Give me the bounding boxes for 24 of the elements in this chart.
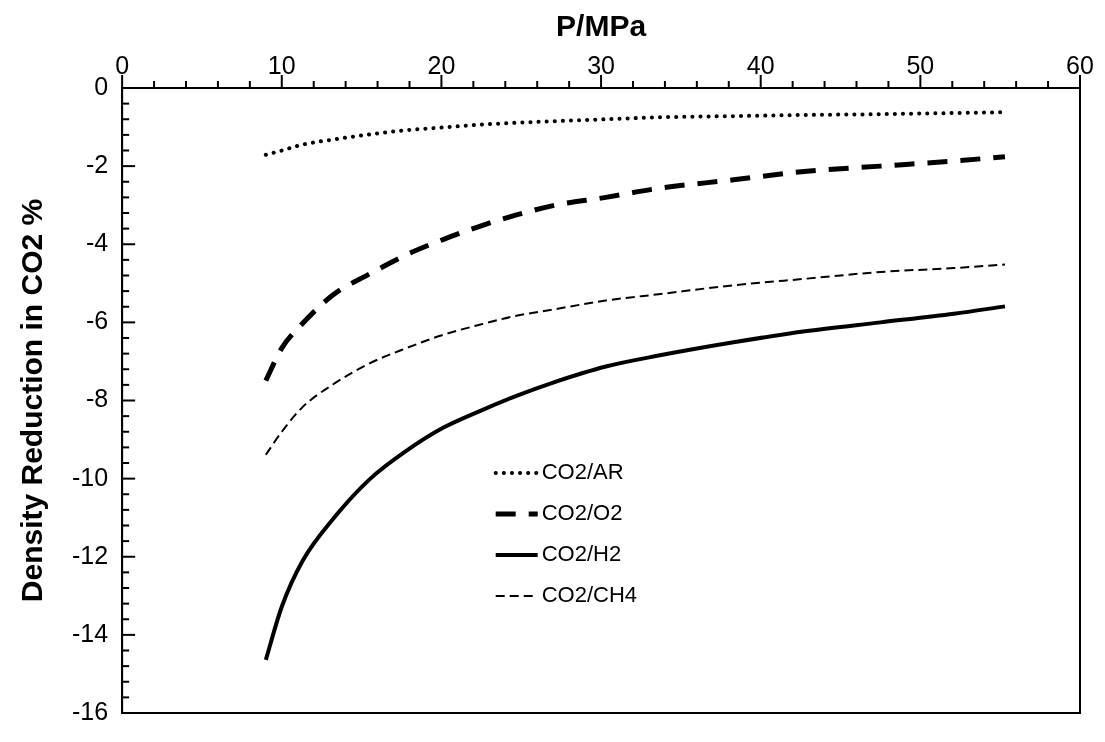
x-axis-title: P/MPa [556,9,647,43]
legend-label: CO2/H2 [541,541,622,567]
x-tick-label: 40 [746,50,775,79]
y-tick-label: -8 [85,384,109,413]
y-tick-label: -14 [71,618,109,647]
y-tick-label: -10 [71,462,109,491]
x-tick-label: 10 [267,50,296,79]
y-tick-label: 0 [94,71,109,100]
legend-label: CO2/O2 [541,500,623,526]
y-tick-label: -6 [85,306,109,335]
legend-label: CO2/AR [541,459,624,485]
line-series [263,304,1007,662]
x-tick-label: 60 [1066,50,1094,79]
x-tick-label: 30 [587,50,615,79]
y-tick-label: -12 [71,540,109,569]
y-tick-label: -4 [85,228,109,257]
y-tick-label: -2 [85,150,109,179]
y-tick-label: -16 [71,696,109,725]
x-tick-label: 50 [906,50,935,79]
y-axis-title: Density Reduction in CO2 % [15,198,49,603]
x-tick-label: 0 [115,50,130,79]
x-tick-label: 20 [427,50,456,79]
line-series [264,263,1006,456]
legend-label: CO2/CH4 [541,582,638,608]
